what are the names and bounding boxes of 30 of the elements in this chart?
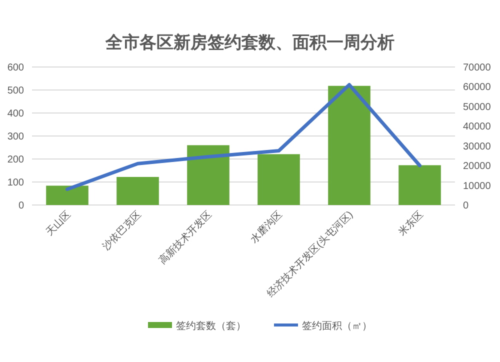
- x-tick-label: 米东区: [396, 208, 426, 238]
- bar: [398, 165, 441, 205]
- x-tick-label: 高新技术开发区: [156, 208, 214, 267]
- y2-tick-label: 20000: [463, 161, 492, 172]
- y-tick-label: 500: [7, 86, 24, 96]
- y-tick-label: 100: [7, 178, 24, 188]
- y-tick-label: 300: [7, 132, 24, 142]
- y-tick-label: 200: [7, 154, 24, 166]
- chart-title: 全市各区新房签约套数、面积一周分析: [104, 33, 394, 52]
- line-series: [66, 82, 422, 191]
- y2-tick-label: 50000: [463, 102, 492, 113]
- legend-label: 签约面积（㎡）: [302, 320, 372, 332]
- y2-tick-label: 40000: [463, 122, 492, 133]
- y2-tick-label: 60000: [463, 82, 492, 94]
- bar: [116, 176, 159, 205]
- y2-tick-label: 0: [463, 200, 469, 212]
- x-tick-label: 天山区: [44, 208, 74, 238]
- y-tick-label: 0: [18, 200, 24, 212]
- bar: [258, 154, 300, 205]
- y-tick-label: 400: [7, 108, 24, 120]
- x-tick-label: 沙依巴克区: [100, 208, 144, 252]
- bar: [187, 145, 230, 205]
- x-tick-label: 水磨沟区: [248, 208, 285, 246]
- y2-tick-label: 10000: [463, 180, 492, 192]
- y2-tick-label: 30000: [463, 141, 492, 152]
- y-tick-label: 600: [7, 62, 24, 74]
- bar: [328, 86, 370, 205]
- y2-tick-label: 70000: [463, 62, 492, 74]
- bar: [46, 186, 88, 205]
- legend-label: 签约套数（套）: [176, 320, 246, 332]
